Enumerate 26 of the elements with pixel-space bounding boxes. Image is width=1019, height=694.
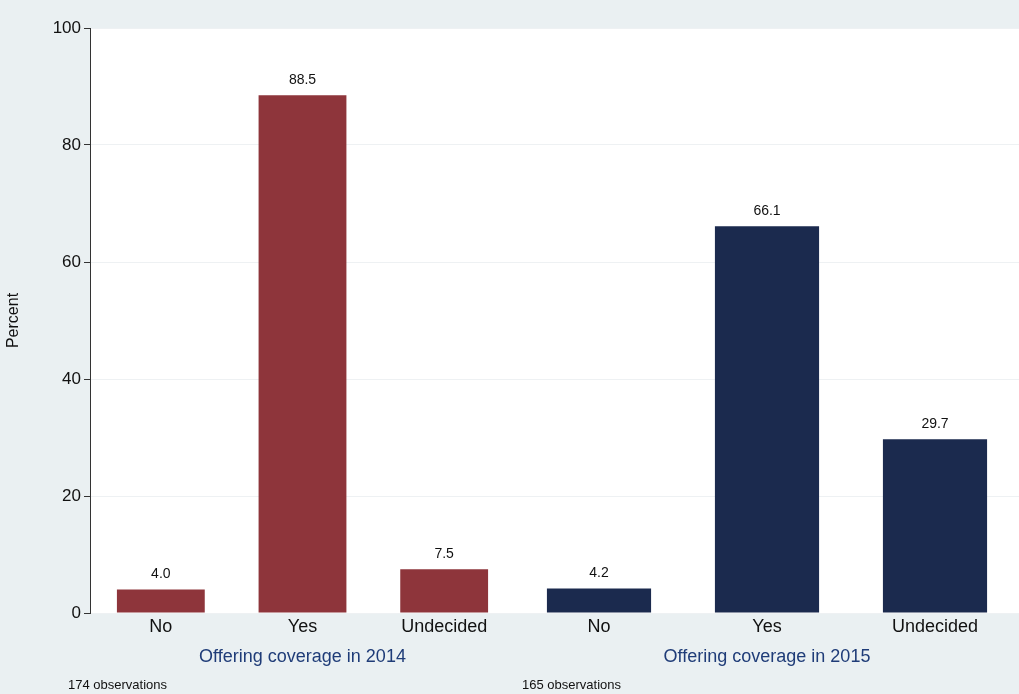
- x-axis-title: Offering coverage in 2015: [663, 646, 871, 667]
- x-tick-label: Yes: [287, 615, 318, 636]
- text: 174 observations: [68, 677, 168, 692]
- x-tick-label: Yes: [752, 615, 782, 636]
- x-axis-title: Offering coverage in 2014: [199, 646, 406, 667]
- data-label: 7.5: [434, 544, 455, 561]
- y-tick-label: 80: [62, 134, 81, 154]
- data-label: 66.1: [753, 202, 781, 219]
- y-tick-label: 0: [71, 602, 81, 622]
- data-label: 88.5: [288, 71, 317, 88]
- y-tick-label: 60: [62, 251, 81, 271]
- x-tick-label: No: [149, 615, 173, 636]
- data-label: 4.0: [151, 565, 171, 582]
- data-label: 4.2: [589, 564, 609, 581]
- bar: [116, 589, 205, 613]
- data-label: 29.7: [921, 415, 949, 432]
- y-axis-title: Percent: [4, 292, 22, 349]
- x-tick-label: No: [587, 615, 611, 636]
- bar: [400, 569, 489, 613]
- y-tick-label: 100: [52, 17, 81, 37]
- bar: [258, 95, 347, 613]
- x-tick-label: Undecided: [401, 615, 488, 636]
- x-tick-label: Undecided: [891, 615, 979, 636]
- y-tick-label: 20: [62, 485, 81, 505]
- y-tick-label: 40: [62, 368, 81, 388]
- text: 165 observations: [522, 677, 622, 692]
